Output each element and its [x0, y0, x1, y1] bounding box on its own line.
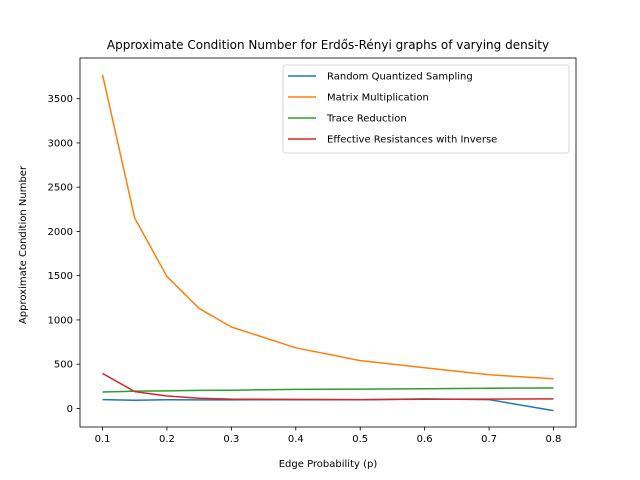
x-tick-label: 0.3: [223, 434, 239, 445]
y-tick-label: 2500: [48, 183, 73, 194]
plot-frame: [79, 57, 577, 428]
y-tick-label: 1000: [48, 315, 73, 326]
y-tick-label: 500: [54, 360, 73, 371]
y-tick-label: 3000: [48, 138, 73, 149]
series-line-3: [102, 372, 554, 401]
x-tick-label: 0.5: [352, 434, 368, 445]
legend-entry: Trace Reduction: [326, 114, 407, 125]
chart-title: Approximate Condition Number for Erdős-R…: [107, 38, 549, 52]
legend: Random Quantized Sampling Matrix Multipli…: [282, 64, 570, 154]
x-tick-label: 0.8: [546, 434, 562, 445]
x-tick-label: 0.4: [288, 434, 304, 445]
y-tick-label: 1500: [48, 271, 73, 282]
legend-entry: Random Quantized Sampling: [327, 72, 473, 83]
x-tick-label: 0.7: [481, 434, 497, 445]
legend-box: [282, 64, 570, 154]
y-axis-label: Approximate Condition Number: [18, 165, 29, 324]
x-tick-label: 0.6: [417, 434, 433, 445]
plot-lines: [101, 74, 554, 412]
y-tick-label: 0: [67, 404, 73, 415]
x-axis: 0.1 0.2 0.3 0.4 0.5 0.6 0.7 0.8: [95, 427, 562, 445]
y-tick-label: 2000: [48, 227, 73, 238]
y-axis: 0 500 1000 1500 2000 2500 3000 3500: [48, 94, 80, 415]
series-line-1: [101, 74, 554, 380]
series-line-2: [102, 387, 554, 393]
x-axis-label: Edge Probability (p): [279, 459, 378, 470]
x-tick-label: 0.2: [159, 434, 175, 445]
legend-entry: Effective Resistances with Inverse: [327, 135, 497, 146]
y-tick-label: 3500: [48, 94, 73, 105]
legend-entry: Matrix Multiplication: [327, 93, 429, 104]
x-tick-label: 0.1: [95, 434, 111, 445]
